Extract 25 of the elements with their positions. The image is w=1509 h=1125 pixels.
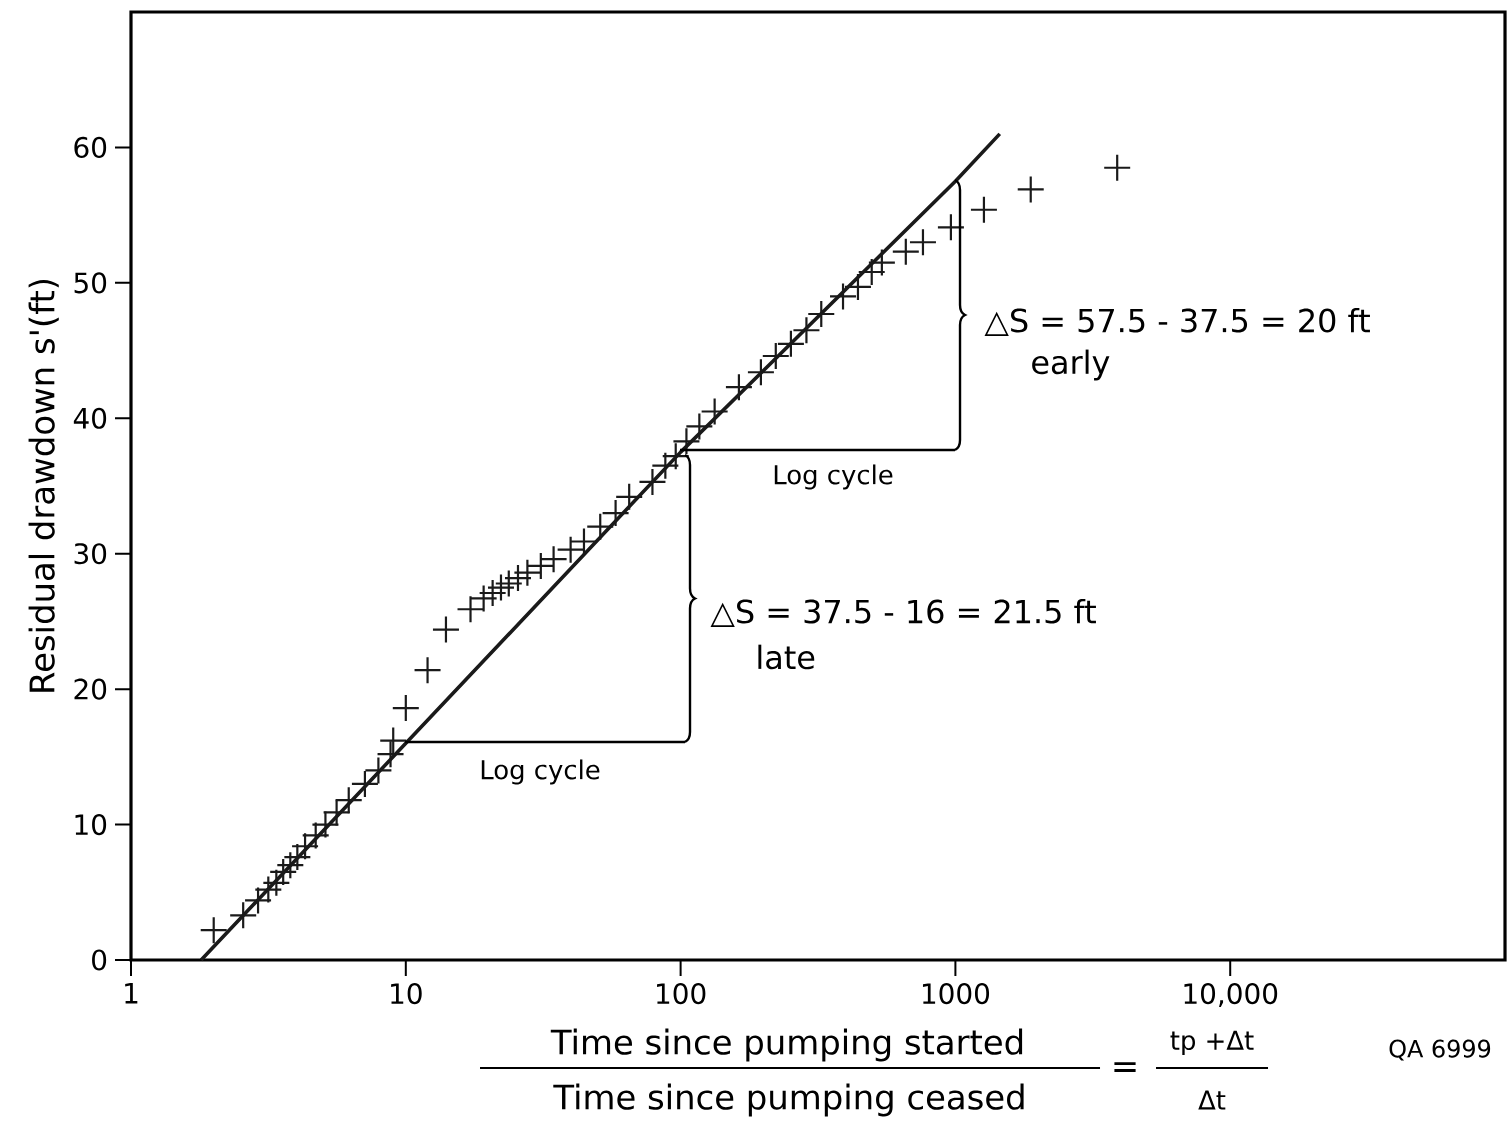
x-tick-label: 1 [125,983,138,1004]
x-tick-label: 100 [657,983,706,1005]
annotation: △S = 37.5 - 16 = 21.5 ft [710,598,1096,628]
y-tick-label: 30 [74,543,107,565]
x-axis-title: Time since pumping started [550,1028,1023,1062]
annotation: late [758,644,815,670]
x-tick-label: 10,000 [1184,983,1278,1007]
y-tick-label: 50 [74,272,107,294]
y-tick-label: 40 [73,407,107,429]
x-tick-label: 1000 [922,983,990,1005]
y-tick-label: 20 [74,678,107,700]
annotation: early [1032,349,1110,381]
text: QA 6999 [1389,1039,1491,1061]
y-tick-label: 10 [75,814,107,836]
text: = [1114,1062,1136,1072]
y-tick-label: 60 [74,136,107,158]
text: Δt [1198,1090,1226,1110]
text: tp +Δt [1170,1030,1254,1056]
text: Time since pumping ceased [553,1083,1024,1117]
x-tick-label: 10 [391,983,422,1005]
annotation: Log cycle [481,759,600,785]
y-tick-label: 0 [92,949,107,971]
annotation: Log cycle [774,464,893,490]
annotation: △S = 57.5 - 37.5 = 20 ft [984,307,1370,337]
y-axis-title: Residual drawdown s'(ft) [28,279,59,692]
